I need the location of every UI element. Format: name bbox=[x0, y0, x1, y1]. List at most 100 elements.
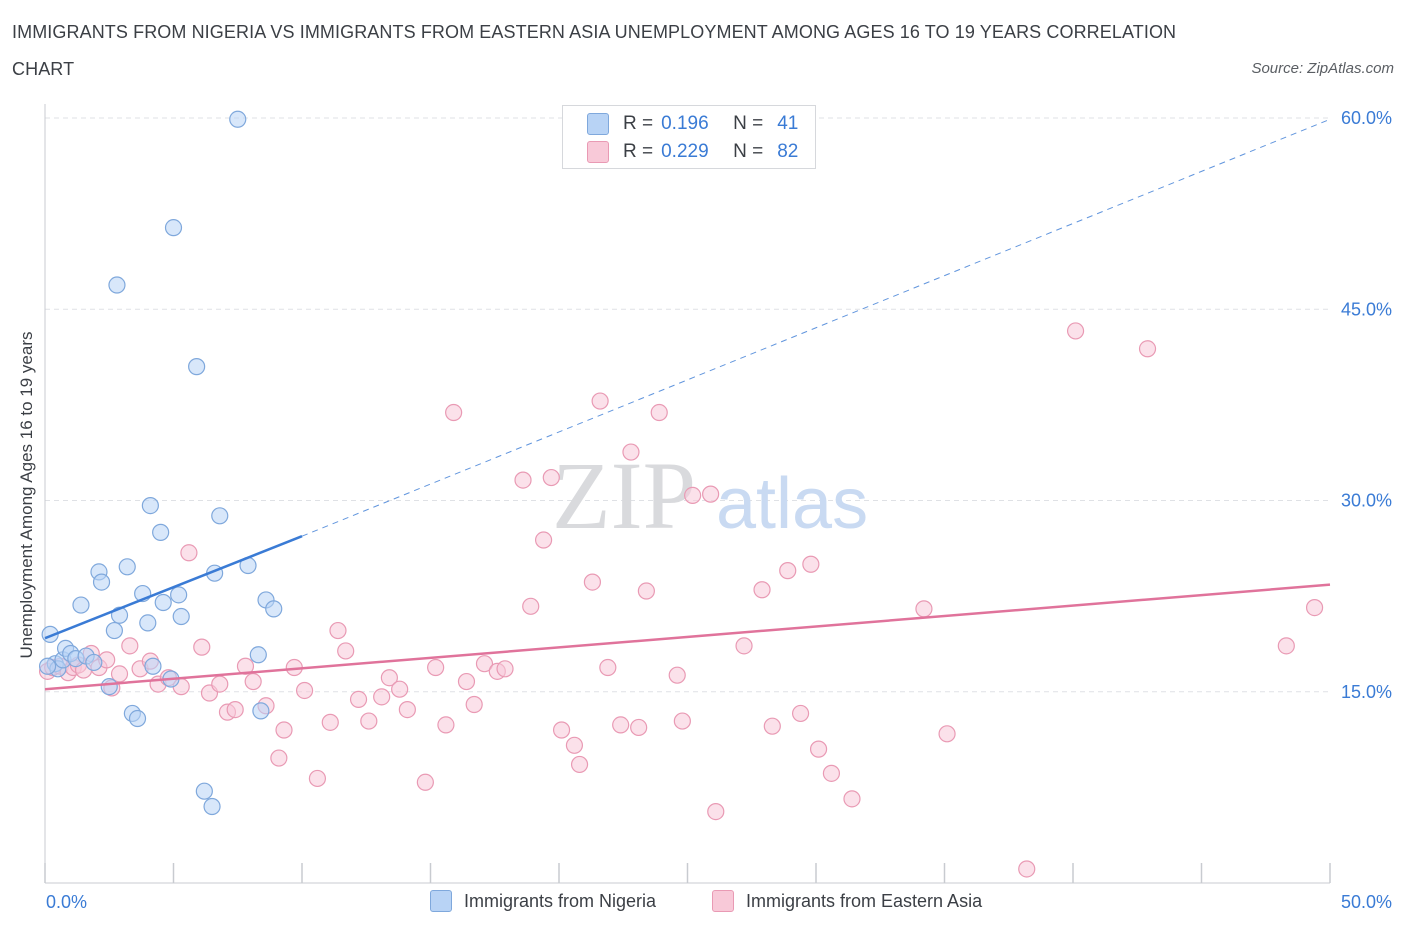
data-point-eastern-asia bbox=[735, 637, 753, 655]
legend-row-nigeria: R = 0.196 N = 41 bbox=[587, 112, 798, 136]
data-point-eastern-asia bbox=[391, 680, 409, 698]
data-point-nigeria bbox=[252, 702, 270, 720]
data-point-nigeria bbox=[211, 507, 229, 525]
data-point-nigeria bbox=[38, 657, 57, 675]
data-point-eastern-asia bbox=[809, 740, 828, 758]
data-point-eastern-asia bbox=[622, 443, 640, 461]
data-point-nigeria bbox=[188, 358, 206, 376]
x-tick-label-max: 50.0% bbox=[1341, 892, 1392, 912]
data-point-eastern-asia bbox=[457, 672, 476, 691]
data-point-eastern-asia bbox=[308, 769, 327, 788]
x-tick-label-min: 0.0% bbox=[46, 892, 87, 912]
nigeria-swatch bbox=[587, 113, 609, 135]
y-tick-label: 30.0% bbox=[1341, 491, 1392, 511]
data-point-nigeria bbox=[128, 709, 147, 728]
y-tick-label: 60.0% bbox=[1341, 108, 1392, 128]
data-point-eastern-asia bbox=[193, 638, 211, 656]
data-point-nigeria bbox=[170, 586, 188, 604]
data-point-eastern-asia bbox=[337, 642, 355, 660]
data-point-eastern-asia bbox=[244, 672, 262, 691]
data-point-eastern-asia bbox=[236, 657, 255, 675]
data-point-eastern-asia bbox=[226, 700, 244, 719]
data-point-eastern-asia bbox=[380, 669, 398, 687]
data-point-eastern-asia bbox=[938, 725, 956, 743]
data-point-eastern-asia bbox=[673, 712, 691, 730]
data-point-nigeria bbox=[249, 646, 267, 664]
data-point-eastern-asia bbox=[475, 655, 494, 673]
data-point-eastern-asia bbox=[522, 597, 540, 615]
data-point-eastern-asia bbox=[915, 600, 933, 618]
data-point-eastern-asia bbox=[650, 403, 668, 422]
data-point-eastern-asia bbox=[534, 531, 553, 549]
trend-line-nigeria bbox=[44, 535, 303, 640]
data-point-nigeria bbox=[72, 596, 90, 614]
data-point-nigeria bbox=[108, 276, 126, 294]
legend-label-eastern-asia: Immigrants from Eastern Asia bbox=[746, 890, 983, 911]
r-value: 0.229 bbox=[661, 141, 709, 162]
series-nigeria-points bbox=[38, 110, 283, 816]
eastern-asia-swatch bbox=[712, 890, 734, 912]
series-legend: Immigrants from Nigeria Immigrants from … bbox=[0, 888, 1406, 916]
eastern-asia-swatch bbox=[587, 141, 609, 163]
data-point-nigeria bbox=[85, 653, 103, 672]
data-point-eastern-asia bbox=[329, 621, 347, 640]
tick-labels: 15.0% 30.0% 45.0% 60.0% 0.0% 50.0% bbox=[46, 108, 1392, 912]
data-point-eastern-asia bbox=[822, 764, 841, 782]
y-tick-label: 45.0% bbox=[1341, 299, 1392, 319]
data-point-nigeria bbox=[139, 614, 157, 632]
data-point-eastern-asia bbox=[349, 690, 368, 709]
data-point-nigeria bbox=[118, 558, 136, 576]
data-point-eastern-asia bbox=[373, 688, 391, 706]
data-point-eastern-asia bbox=[1018, 860, 1036, 878]
data-point-nigeria bbox=[105, 621, 123, 640]
data-point-eastern-asia bbox=[791, 704, 810, 723]
data-point-eastern-asia bbox=[637, 582, 655, 600]
data-point-eastern-asia bbox=[552, 721, 571, 739]
trend-lines bbox=[44, 118, 1331, 691]
data-point-nigeria bbox=[203, 797, 221, 816]
data-point-nigeria bbox=[154, 593, 172, 612]
legend-item-eastern-asia[interactable]: Immigrants from Eastern Asia bbox=[712, 890, 982, 912]
legend-label-nigeria: Immigrants from Nigeria bbox=[464, 890, 657, 911]
data-point-eastern-asia bbox=[211, 675, 229, 693]
data-point-nigeria bbox=[141, 497, 159, 515]
r-label: R = bbox=[623, 141, 654, 162]
data-point-eastern-asia bbox=[321, 713, 339, 731]
data-point-nigeria bbox=[144, 657, 162, 675]
data-point-nigeria bbox=[265, 600, 283, 618]
data-point-eastern-asia bbox=[542, 468, 560, 487]
data-point-nigeria bbox=[92, 573, 111, 591]
data-point-eastern-asia bbox=[1138, 340, 1157, 358]
trend-line-eastern-asia bbox=[44, 583, 1331, 691]
data-point-eastern-asia bbox=[270, 749, 288, 767]
data-point-eastern-asia bbox=[583, 573, 602, 591]
data-point-eastern-asia bbox=[445, 403, 463, 422]
data-point-eastern-asia bbox=[612, 716, 630, 734]
watermark-atlas: atlas bbox=[716, 464, 868, 544]
data-point-eastern-asia bbox=[121, 637, 139, 655]
legend-item-nigeria[interactable]: Immigrants from Nigeria bbox=[430, 890, 656, 912]
axes bbox=[44, 104, 1331, 884]
n-value: 41 bbox=[777, 113, 799, 134]
data-point-eastern-asia bbox=[1066, 322, 1085, 340]
data-point-eastern-asia bbox=[1305, 598, 1324, 617]
data-point-nigeria bbox=[100, 678, 118, 696]
data-point-eastern-asia bbox=[779, 562, 797, 580]
y-tick-label: 15.0% bbox=[1341, 682, 1392, 702]
data-point-eastern-asia bbox=[514, 471, 532, 489]
data-point-nigeria bbox=[195, 782, 213, 800]
data-point-nigeria bbox=[164, 219, 183, 237]
r-value: 0.196 bbox=[661, 113, 709, 134]
data-point-eastern-asia bbox=[668, 666, 686, 684]
n-value: 82 bbox=[777, 141, 799, 162]
data-point-nigeria bbox=[229, 110, 247, 128]
data-point-nigeria bbox=[172, 607, 190, 626]
data-point-eastern-asia bbox=[275, 721, 293, 739]
legend-row-eastern-asia: R = 0.229 N = 82 bbox=[587, 140, 798, 164]
watermark: ZIP atlas bbox=[552, 442, 868, 549]
data-point-eastern-asia bbox=[802, 555, 820, 573]
data-point-eastern-asia bbox=[465, 695, 483, 714]
n-label: N = bbox=[733, 113, 764, 134]
data-point-eastern-asia bbox=[630, 718, 648, 737]
